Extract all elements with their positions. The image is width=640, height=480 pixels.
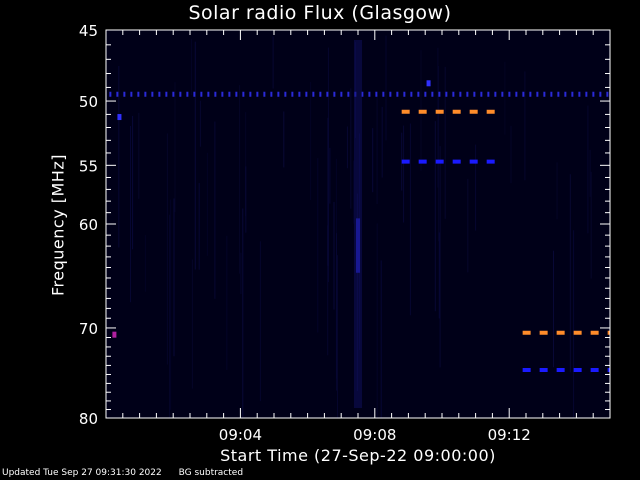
footer: Updated Tue Sep 27 09:31:30 2022 BG subt… <box>2 468 257 478</box>
noise-streak <box>310 82 312 200</box>
noise-streak <box>409 123 411 316</box>
noise-streak <box>569 174 571 373</box>
noise-streak <box>239 85 241 274</box>
noise-streak <box>240 252 242 295</box>
noise-streak <box>242 208 244 418</box>
noise-streak <box>573 230 575 418</box>
noise-streak <box>350 88 352 209</box>
noise-streak <box>346 126 348 169</box>
noise-streak <box>376 95 378 204</box>
noise-streak <box>327 225 329 356</box>
x-axis-label: Start Time (27-Sep-22 09:00:00) <box>220 446 496 465</box>
noise-streak <box>335 158 337 379</box>
x-tick-label: 09:12 <box>488 426 531 444</box>
chart-title: Solar radio Flux (Glasgow) <box>188 2 452 24</box>
noise-streak <box>259 241 261 402</box>
noise-streak <box>173 198 175 357</box>
noise-streak <box>191 38 192 96</box>
noise-streak <box>327 47 329 283</box>
noise-streak <box>198 183 200 270</box>
noise-streak <box>245 112 247 217</box>
noise-streak <box>336 233 337 391</box>
noise-streak <box>439 146 441 368</box>
y-tick-label: 45 <box>79 22 98 40</box>
burst-streak <box>353 40 363 408</box>
noise-streak <box>283 111 285 168</box>
y-tick-label: 55 <box>79 157 98 175</box>
noise-streak <box>444 66 446 219</box>
noise-streak <box>372 128 374 193</box>
noise-streak <box>381 106 383 178</box>
signal-spot <box>426 80 431 87</box>
noise-streak <box>589 149 591 197</box>
x-tick-label: 09:04 <box>219 426 262 444</box>
noise-streak <box>272 36 274 89</box>
noise-streak <box>214 121 216 299</box>
noise-streak <box>191 259 193 389</box>
signal-spot <box>117 114 122 121</box>
noise-streak <box>169 214 171 418</box>
noise-streak <box>333 202 335 310</box>
noise-streak <box>590 171 592 279</box>
noise-streak <box>438 65 440 242</box>
updated-timestamp: Updated Tue Sep 27 09:31:30 2022 <box>2 468 162 478</box>
noise-streak <box>587 105 589 234</box>
noise-streak <box>475 144 477 231</box>
noise-streak <box>434 121 436 312</box>
noise-streak <box>385 35 387 141</box>
noise-streak <box>403 125 405 223</box>
noise-streak <box>166 133 168 365</box>
signal-spot <box>112 331 117 338</box>
noise-streak <box>226 235 228 370</box>
background-note: BG subtracted <box>178 468 244 478</box>
y-tick-label: 50 <box>79 93 98 111</box>
noise-streak <box>380 260 382 418</box>
y-tick-label: 70 <box>79 320 98 338</box>
noise-streak <box>337 255 338 418</box>
noise-streak <box>118 66 120 248</box>
noise-streak <box>510 125 512 184</box>
noise-streak <box>524 71 526 181</box>
noise-streak <box>194 41 196 270</box>
y-tick-label: 80 <box>79 410 98 428</box>
noise-streak <box>437 47 439 188</box>
noise-streak <box>467 178 469 273</box>
noise-streak <box>317 158 319 333</box>
noise-streak <box>199 100 201 147</box>
noise-streak <box>132 115 134 250</box>
noise-streak <box>174 82 176 213</box>
noise-streak <box>170 199 172 410</box>
x-tick-label: 09:08 <box>353 426 396 444</box>
noise-streak <box>438 232 440 319</box>
noise-streak <box>206 152 208 256</box>
noise-streak <box>553 250 554 368</box>
noise-streak <box>130 126 131 303</box>
noise-streak <box>353 160 355 224</box>
y-tick-label: 60 <box>79 216 98 234</box>
noise-streak <box>504 61 506 135</box>
noise-streak <box>138 112 140 199</box>
noise-streak <box>245 166 247 233</box>
noise-streak <box>556 162 558 220</box>
noise-streak <box>144 235 146 292</box>
noise-streak <box>376 223 378 418</box>
noise-streak <box>329 147 331 204</box>
